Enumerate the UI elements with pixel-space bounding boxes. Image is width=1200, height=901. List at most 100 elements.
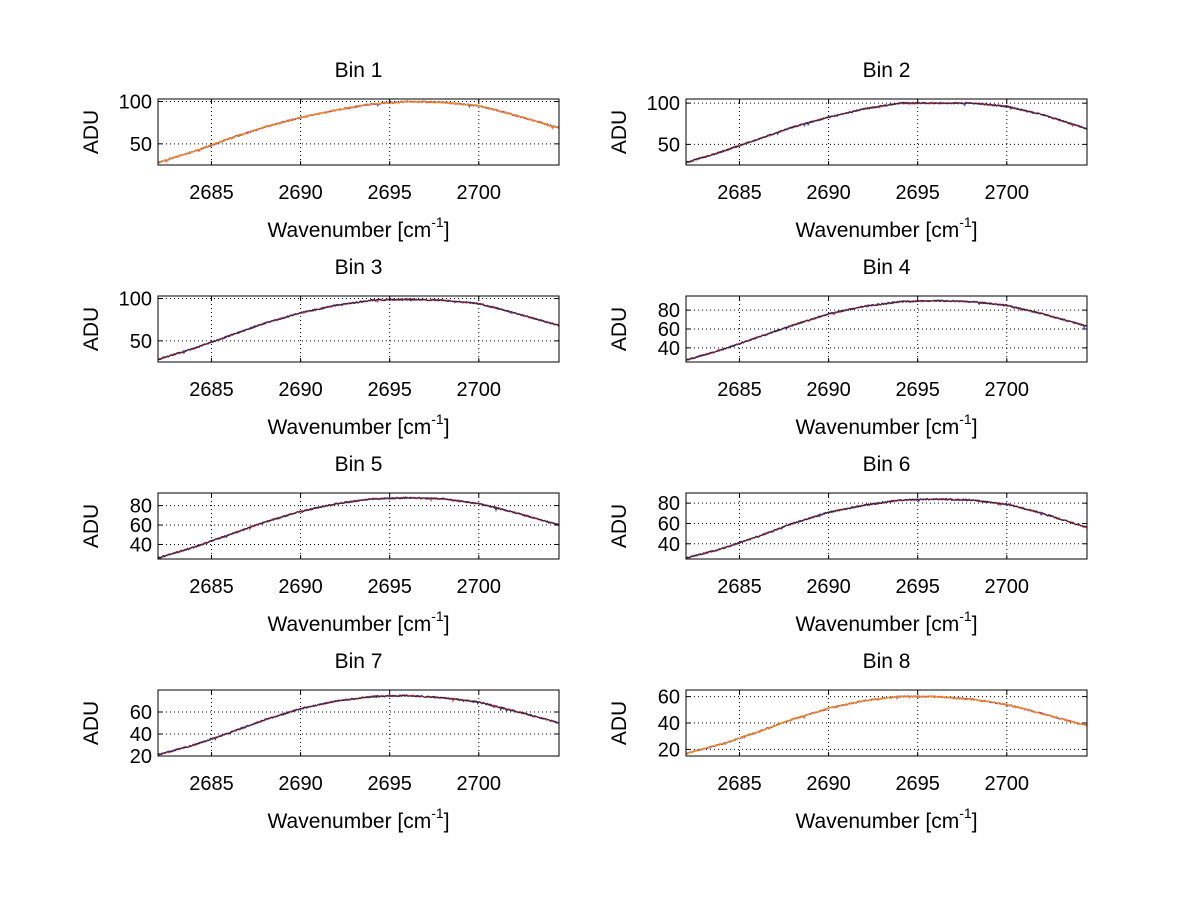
series-line-black	[157, 496, 560, 559]
subplot-title: Bin 6	[863, 453, 911, 476]
y-tick-label: 100	[647, 93, 680, 115]
subplot-title: Bin 5	[335, 453, 383, 476]
y-tick-label: 80	[658, 300, 680, 322]
x-axis-label-suffix: ]	[444, 613, 450, 636]
series-line-black	[157, 297, 560, 361]
x-tick-label: 2690	[806, 773, 851, 795]
x-tick-label: 2690	[278, 773, 323, 795]
series-line-blue	[157, 694, 560, 756]
y-axis-label: ADU	[608, 110, 631, 154]
axes-box	[685, 492, 1088, 560]
series-line-black	[157, 694, 560, 756]
x-tick-label: 2700	[457, 576, 502, 598]
subplot-bin-2: Bin 2 2685 2690 2695 2700 50 100 Wavenumber [cm…	[608, 59, 1088, 242]
series-line-orange	[157, 100, 560, 163]
x-axis-label-main: Wavenumber [cm	[267, 613, 431, 636]
y-tick-label: 50	[658, 134, 680, 156]
x-tick-label: 2685	[717, 773, 762, 795]
x-axis-label: Wavenumber [cm-1]	[267, 214, 449, 242]
subplot-title: Bin 1	[335, 59, 383, 82]
axes-box	[157, 295, 560, 363]
series-line-blue	[157, 297, 560, 361]
x-axis-label-main: Wavenumber [cm	[795, 810, 959, 833]
x-axis-label-main: Wavenumber [cm	[795, 219, 959, 242]
series-line-red	[157, 298, 560, 361]
y-tick-label: 100	[119, 289, 152, 311]
x-axis-label: Wavenumber [cm-1]	[267, 411, 449, 439]
y-tick-label: 40	[130, 724, 152, 746]
x-tick-label: 2700	[985, 773, 1030, 795]
x-axis-label-suffix: ]	[972, 810, 978, 833]
y-tick-label: 20	[130, 746, 152, 768]
x-tick-label: 2700	[985, 379, 1030, 401]
x-axis-label-suffix: ]	[444, 810, 450, 833]
y-tick-label: 40	[658, 338, 680, 360]
y-tick-label: 40	[658, 534, 680, 556]
y-tick-label: 50	[130, 134, 152, 156]
x-axis-label: Wavenumber [cm-1]	[795, 805, 977, 833]
y-tick-label: 60	[658, 687, 680, 709]
x-axis-label-suffix: ]	[972, 219, 978, 242]
y-axis-label: ADU	[80, 701, 103, 745]
y-axis-label: ADU	[80, 504, 103, 548]
y-tick-label: 50	[130, 331, 152, 353]
x-tick-label: 2690	[278, 379, 323, 401]
x-tick-label: 2690	[806, 576, 851, 598]
x-axis-label-sup: -1	[959, 214, 972, 230]
subplot-title: Bin 2	[863, 59, 911, 82]
x-axis-label: Wavenumber [cm-1]	[795, 411, 977, 439]
x-tick-label: 2695	[367, 576, 412, 598]
x-tick-label: 2695	[895, 773, 940, 795]
series-line-black	[685, 299, 1088, 361]
series-line-black	[685, 101, 1088, 164]
series-line-red	[157, 694, 560, 756]
series-line-red	[685, 695, 1088, 755]
y-tick-label: 40	[130, 534, 152, 556]
x-axis-label-suffix: ]	[972, 613, 978, 636]
x-axis-label-sup: -1	[431, 608, 444, 624]
subplot-title: Bin 8	[863, 650, 911, 673]
x-axis-label-suffix: ]	[444, 219, 450, 242]
y-axis-label: ADU	[608, 504, 631, 548]
x-axis-label-main: Wavenumber [cm	[267, 219, 431, 242]
x-axis-label: Wavenumber [cm-1]	[795, 608, 977, 636]
y-axis-label: ADU	[608, 701, 631, 745]
axes-box	[685, 98, 1088, 166]
y-axis-label: ADU	[80, 110, 103, 154]
series-line-red	[685, 497, 1088, 559]
x-tick-label: 2695	[367, 182, 412, 204]
x-tick-label: 2700	[457, 773, 502, 795]
x-tick-label: 2685	[717, 576, 762, 598]
x-tick-label: 2685	[189, 576, 234, 598]
series-line-blue	[685, 497, 1088, 559]
subplot-title: Bin 3	[335, 256, 383, 279]
x-axis-label-suffix: ]	[444, 416, 450, 439]
x-tick-label: 2685	[189, 379, 234, 401]
x-tick-label: 2700	[457, 182, 502, 204]
subplot-bin-3: Bin 3 2685 2690 2695 2700 50 100 Wavenumber [cm…	[80, 256, 560, 439]
x-tick-label: 2700	[985, 576, 1030, 598]
x-axis-label-sup: -1	[959, 608, 972, 624]
x-axis-label: Wavenumber [cm-1]	[267, 805, 449, 833]
x-axis-label: Wavenumber [cm-1]	[267, 608, 449, 636]
series-line-orange	[685, 694, 1088, 755]
y-tick-label: 60	[130, 702, 152, 724]
x-tick-label: 2695	[895, 379, 940, 401]
series-line-blue	[685, 695, 1088, 755]
y-tick-label: 60	[130, 515, 152, 537]
subplot-title: Bin 4	[863, 256, 911, 279]
x-tick-label: 2690	[278, 576, 323, 598]
x-axis-label: Wavenumber [cm-1]	[795, 214, 977, 242]
series-line-red	[157, 496, 560, 560]
x-tick-label: 2690	[806, 379, 851, 401]
axes-box	[157, 492, 560, 560]
x-tick-label: 2685	[717, 182, 762, 204]
x-axis-label-sup: -1	[959, 411, 972, 427]
x-tick-label: 2690	[278, 182, 323, 204]
subplot-bin-8: Bin 8 2685 2690 2695 2700 20 40 60 Wavenumber [c…	[608, 650, 1088, 833]
x-tick-label: 2695	[367, 379, 412, 401]
x-axis-label-sup: -1	[431, 214, 444, 230]
